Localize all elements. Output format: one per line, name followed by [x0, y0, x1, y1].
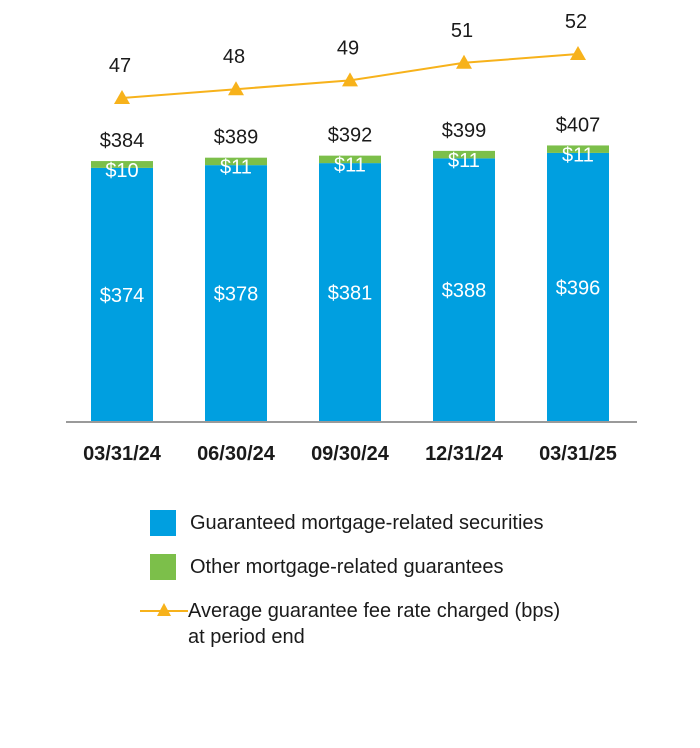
data-label-total: $399 [442, 120, 487, 142]
data-label-other-guarantees: $10 [105, 160, 138, 182]
legend-label: Average guarantee fee rate charged (bps)… [188, 598, 560, 650]
fee-rate-marker [570, 46, 586, 60]
triangle-marker-line-icon [140, 603, 188, 616]
data-label-other-guarantees: $11 [448, 150, 480, 172]
stacked-bar-line-chart: $374 $10 $384 03/31/24 $378 $11 $389 06/30/24 $3… [66, 11, 637, 465]
fee-rate-marker [342, 72, 358, 87]
chart-legend: Guaranteed mortgage-related securities O… [140, 510, 660, 668]
data-label-total: $384 [100, 130, 145, 152]
bar-segment-guaranteed-securities [205, 165, 267, 423]
data-label-guaranteed-securities: $381 [328, 283, 373, 305]
data-label-total: $407 [556, 114, 601, 136]
data-label-other-guarantees: $11 [562, 144, 594, 166]
fee-rate-label: 47 [109, 55, 131, 77]
x-axis-tick-label: 06/30/24 [197, 443, 276, 465]
legend-label-line2: at period end [188, 626, 305, 648]
data-label-guaranteed-securities: $374 [100, 285, 145, 307]
bar-segment-guaranteed-securities [319, 163, 381, 422]
data-label-guaranteed-securities: $388 [442, 280, 487, 302]
legend-swatch-blue [150, 510, 176, 536]
legend-swatch-green [150, 554, 176, 580]
legend-item-guaranteed-securities: Guaranteed mortgage-related securities [140, 510, 660, 536]
fee-rate-marker [456, 54, 472, 69]
legend-label: Other mortgage-related guarantees [190, 556, 504, 578]
data-label-guaranteed-securities: $396 [556, 277, 601, 299]
bar-segment-other-guarantees [547, 145, 609, 153]
fee-rate-label: 52 [565, 11, 587, 33]
bar-segment-guaranteed-securities [91, 167, 153, 422]
bar-segment-other-guarantees [319, 155, 381, 164]
fee-rate-label: 51 [451, 20, 473, 42]
data-label-other-guarantees: $11 [334, 155, 366, 177]
bar-segment-other-guarantees [433, 150, 495, 159]
data-label-total: $392 [328, 125, 373, 147]
bar-segment-other-guarantees [91, 161, 153, 168]
data-label-guaranteed-securities: $378 [214, 284, 259, 306]
legend-item-other-guarantees: Other mortgage-related guarantees [140, 554, 660, 580]
fee-rate-label: 49 [337, 37, 359, 59]
fee-rate-marker [228, 81, 244, 96]
legend-label: Guaranteed mortgage-related securities [190, 512, 544, 534]
legend-label-line1: Average guarantee fee rate charged (bps) [188, 600, 561, 622]
legend-item-fee-rate-line: Average guarantee fee rate charged (bps)… [140, 598, 660, 650]
data-label-other-guarantees: $11 [220, 157, 252, 179]
x-axis-tick-label: 03/31/25 [539, 443, 617, 465]
fee-rate-marker [114, 90, 130, 104]
bar-segment-guaranteed-securities [433, 158, 495, 422]
bar-segment-other-guarantees [205, 157, 267, 166]
data-label-total: $389 [214, 127, 259, 149]
bar-segment-guaranteed-securities [547, 152, 609, 422]
x-axis-tick-label: 03/31/24 [83, 443, 162, 465]
fee-rate-label: 48 [223, 46, 245, 68]
x-axis-tick-label: 09/30/24 [311, 443, 390, 465]
x-axis-tick-label: 12/31/24 [425, 443, 504, 465]
